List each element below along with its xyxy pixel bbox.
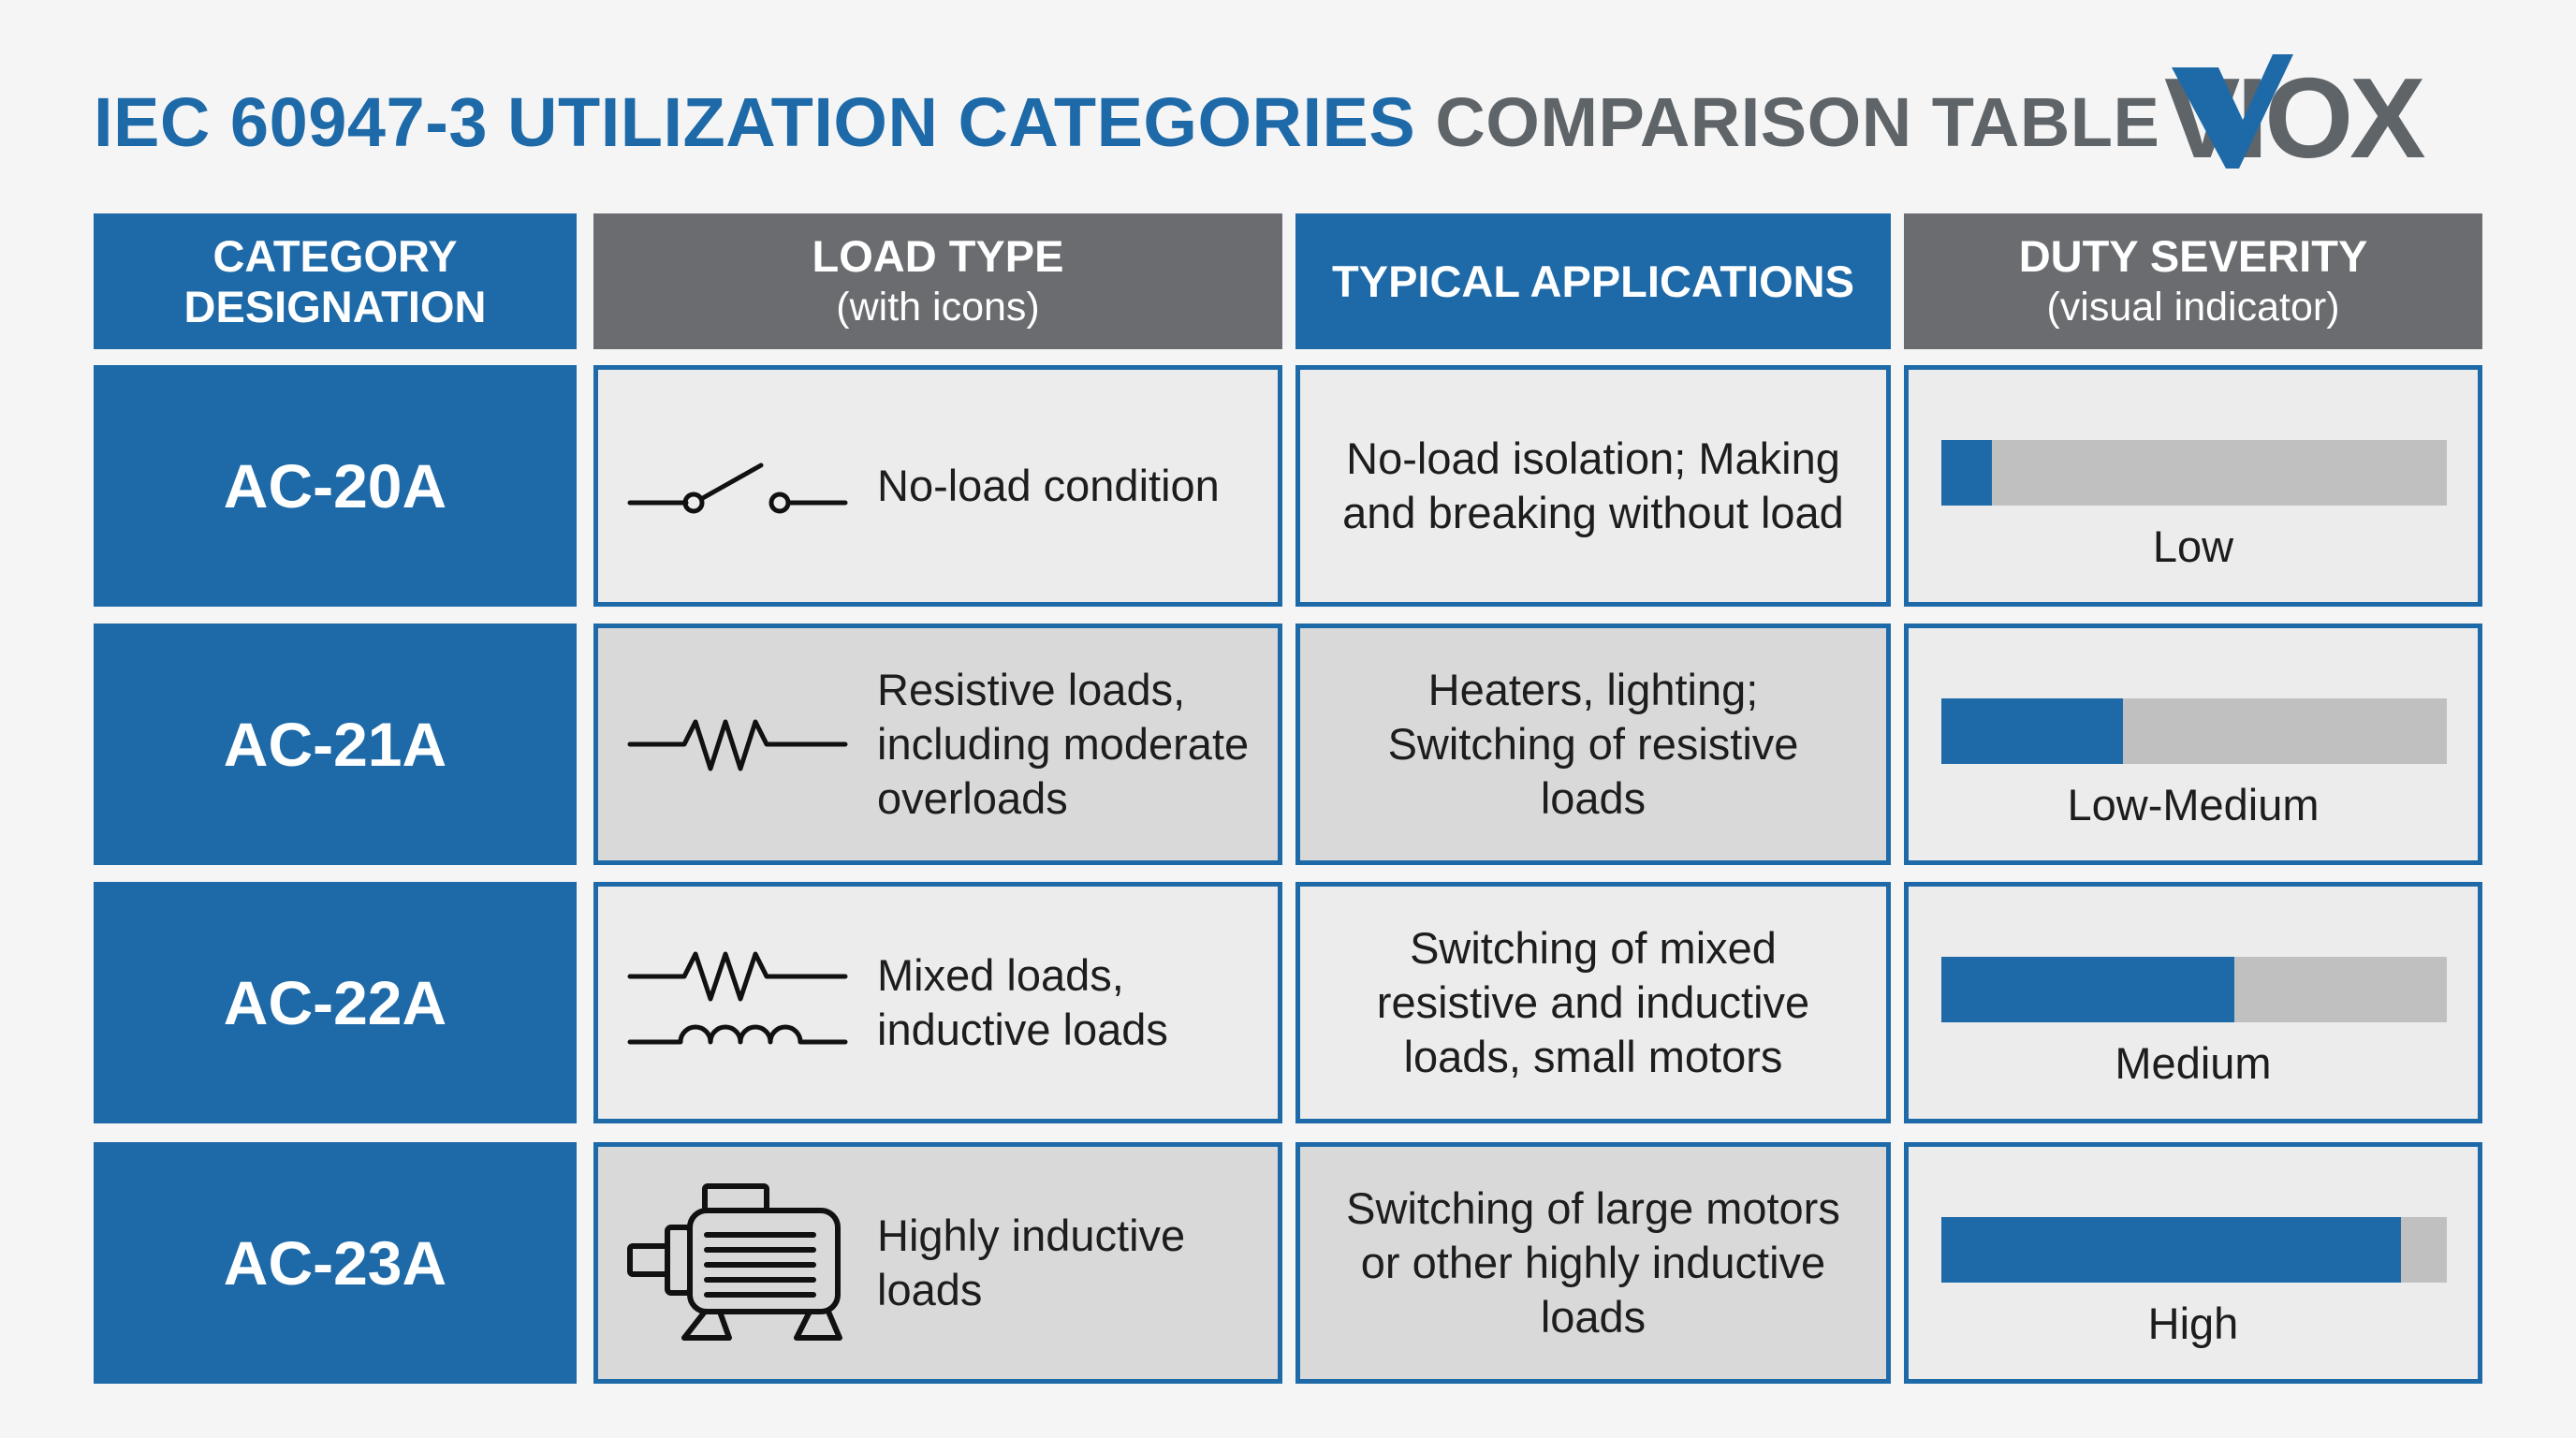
category-cell: AC-23A bbox=[94, 1142, 577, 1384]
load-type-cell: Highly inductive loads bbox=[593, 1142, 1282, 1384]
applications-cell: Switching of large motors or other highl… bbox=[1295, 1142, 1891, 1384]
resistor-inductor-icon bbox=[627, 951, 848, 1045]
header-load-type-subtitle: (with icons) bbox=[836, 284, 1040, 330]
load-type-cell: Mixed loads, inductive loads bbox=[593, 882, 1282, 1123]
load-type-cell: No-load condition bbox=[593, 365, 1282, 607]
header-category-title: CATEGORY DESIGNATION bbox=[183, 230, 487, 331]
category-label: AC-21A bbox=[223, 710, 447, 779]
severity-cell: Low-Medium bbox=[1904, 624, 2482, 865]
severity-label: Medium bbox=[2115, 1038, 2272, 1088]
resistor-icon bbox=[627, 719, 848, 771]
title-part-2: COMPARISON TABLE bbox=[1435, 83, 2160, 161]
page-title: IEC 60947-3 UTILIZATION CATEGORIES COMPA… bbox=[94, 82, 2159, 162]
load-type-cell: Resistive loads, including moderate over… bbox=[593, 624, 1282, 865]
severity-bar-fill bbox=[1941, 440, 1992, 506]
applications-cell: Heaters, lighting; Switching of resistiv… bbox=[1295, 624, 1891, 865]
header-load-type: LOAD TYPE (with icons) bbox=[593, 213, 1282, 349]
severity-label: Low-Medium bbox=[2067, 780, 2320, 829]
header-duty-severity-subtitle: (visual indicator) bbox=[2046, 284, 2340, 330]
header-applications-title: TYPICAL APPLICATIONS bbox=[1332, 256, 1854, 306]
severity-label: Low bbox=[2152, 521, 2234, 571]
severity-bar-fill bbox=[1941, 957, 2235, 1022]
load-type-text: Highly inductive loads bbox=[877, 1211, 1186, 1314]
load-type-text: Mixed loads, inductive loads bbox=[877, 950, 1168, 1054]
severity-cell: Low bbox=[1904, 365, 2482, 607]
severity-cell: Medium bbox=[1904, 882, 2482, 1123]
applications-cell: Switching of mixed resistive and inducti… bbox=[1295, 882, 1891, 1123]
category-label: AC-23A bbox=[223, 1228, 447, 1298]
applications-text: No-load isolation; Making and breaking w… bbox=[1342, 433, 1844, 537]
category-label: AC-20A bbox=[223, 451, 447, 521]
title-part-1: IEC 60947-3 UTILIZATION CATEGORIES bbox=[94, 83, 1416, 161]
severity-bar bbox=[1941, 698, 2447, 764]
severity-bar bbox=[1941, 957, 2447, 1022]
applications-text: Heaters, lighting; Switching of resistiv… bbox=[1387, 665, 1799, 823]
applications-cell: No-load isolation; Making and breaking w… bbox=[1295, 365, 1891, 607]
header-duty-severity-title: DUTY SEVERITY bbox=[2018, 230, 2368, 281]
load-type-text: Resistive loads, including moderate over… bbox=[877, 665, 1250, 823]
header-load-type-title: LOAD TYPE bbox=[812, 230, 1064, 281]
severity-bar bbox=[1941, 440, 2447, 506]
header-category: CATEGORY DESIGNATION bbox=[94, 213, 577, 349]
applications-text: Switching of large motors or other highl… bbox=[1346, 1183, 1840, 1342]
severity-bar-fill bbox=[1941, 1217, 2402, 1283]
open-switch-icon bbox=[627, 462, 848, 514]
header-applications: TYPICAL APPLICATIONS bbox=[1295, 213, 1891, 349]
viox-logo: VIOX bbox=[2164, 54, 2429, 182]
severity-cell: High bbox=[1904, 1142, 2482, 1384]
category-cell: AC-21A bbox=[94, 624, 577, 865]
category-cell: AC-20A bbox=[94, 365, 577, 607]
applications-text: Switching of mixed resistive and inducti… bbox=[1376, 923, 1810, 1081]
severity-bar-fill bbox=[1941, 698, 2124, 764]
header-duty-severity: DUTY SEVERITY (visual indicator) bbox=[1904, 213, 2482, 349]
motor-icon bbox=[627, 1183, 842, 1341]
load-type-text: No-load condition bbox=[877, 461, 1220, 510]
category-cell: AC-22A bbox=[94, 882, 577, 1123]
severity-label: High bbox=[2147, 1299, 2239, 1348]
category-label: AC-22A bbox=[223, 968, 447, 1037]
severity-bar bbox=[1941, 1217, 2447, 1283]
